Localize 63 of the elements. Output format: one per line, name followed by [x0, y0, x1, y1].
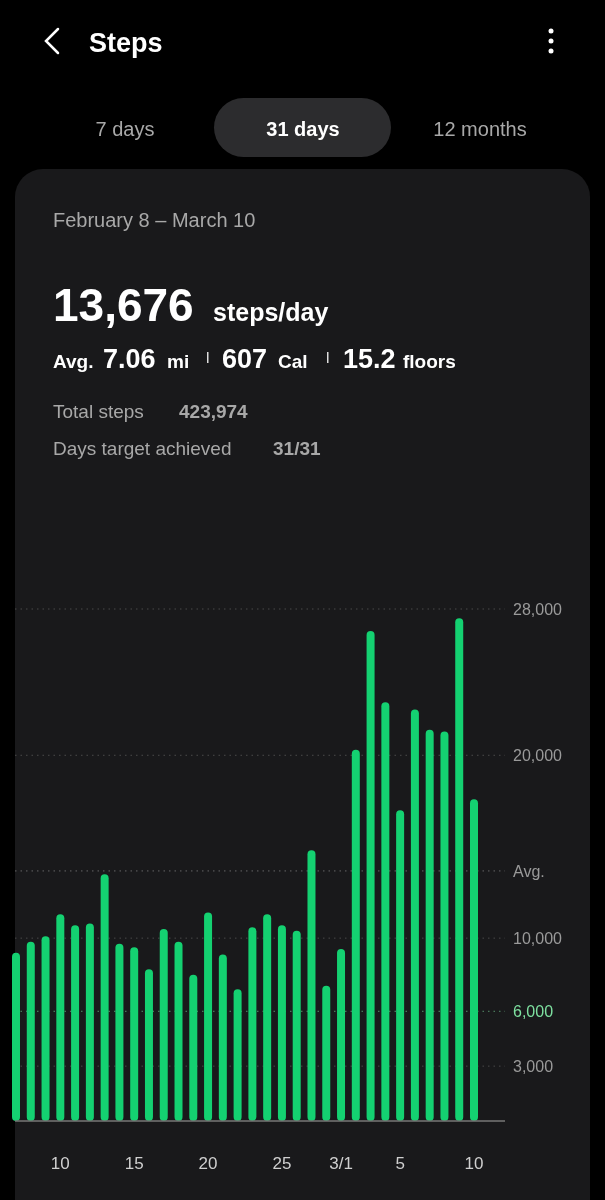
text: 31 days	[266, 118, 340, 140]
x-tick-label: 25	[272, 1154, 292, 1173]
x-tick-label: 10	[464, 1154, 484, 1173]
y-tick-label: 3,000	[513, 1058, 554, 1076]
bar	[41, 936, 50, 1121]
x-tick-label: 20	[198, 1154, 218, 1173]
text: Cal	[278, 351, 308, 372]
text: 13,676	[53, 279, 194, 331]
bar	[277, 925, 286, 1121]
text: 7.06	[103, 344, 156, 374]
bar	[12, 952, 20, 1121]
bar	[218, 954, 227, 1121]
text: 31/31	[273, 438, 321, 459]
text: 15.2	[343, 344, 396, 374]
text: Total steps	[53, 401, 144, 422]
text: Days target achieved	[53, 438, 232, 459]
text: 12 months	[433, 118, 527, 140]
bar	[144, 969, 153, 1121]
y-tick-label: 28,000	[513, 601, 563, 618]
bar	[307, 850, 316, 1121]
text: mi	[167, 351, 190, 372]
y-tick-label: 10,000	[513, 930, 563, 948]
bar	[85, 923, 94, 1121]
bar	[233, 989, 242, 1121]
bar	[292, 930, 301, 1121]
ref-line-label: Avg.	[513, 862, 545, 880]
ref-line-label: 6,000	[513, 1003, 554, 1021]
bar	[189, 974, 198, 1121]
text: 607	[222, 344, 268, 374]
chart-title: Steps	[89, 28, 163, 58]
bar	[337, 949, 346, 1121]
bar	[440, 731, 449, 1121]
bar	[366, 630, 375, 1121]
bar	[174, 941, 183, 1121]
text: 7 days	[95, 118, 155, 140]
bar	[130, 947, 139, 1121]
text: Avg.	[53, 351, 94, 372]
bar	[396, 810, 405, 1121]
text: steps/day	[213, 298, 329, 326]
bar	[322, 985, 331, 1121]
bar	[100, 874, 109, 1121]
chart-subtitle: February 8 – March 10	[53, 209, 256, 231]
bar	[56, 914, 65, 1121]
text: 423,974	[179, 401, 249, 422]
bar	[159, 929, 168, 1121]
bar	[263, 914, 272, 1121]
bar	[115, 943, 124, 1121]
x-tick-label: 15	[124, 1154, 144, 1173]
bar	[410, 709, 419, 1121]
bar	[26, 941, 35, 1121]
x-tick-label: 10	[50, 1154, 70, 1173]
y-tick-label: 20,000	[513, 747, 563, 765]
x-tick-label: 3/1	[329, 1154, 353, 1173]
bar	[381, 702, 390, 1121]
x-tick-label: 5	[395, 1154, 405, 1173]
bar	[455, 618, 464, 1121]
bar	[248, 927, 257, 1121]
bar	[425, 729, 434, 1121]
bar	[71, 925, 80, 1121]
bar	[470, 799, 478, 1121]
bar	[351, 749, 360, 1121]
text: floors	[403, 351, 456, 372]
bar	[204, 912, 213, 1121]
